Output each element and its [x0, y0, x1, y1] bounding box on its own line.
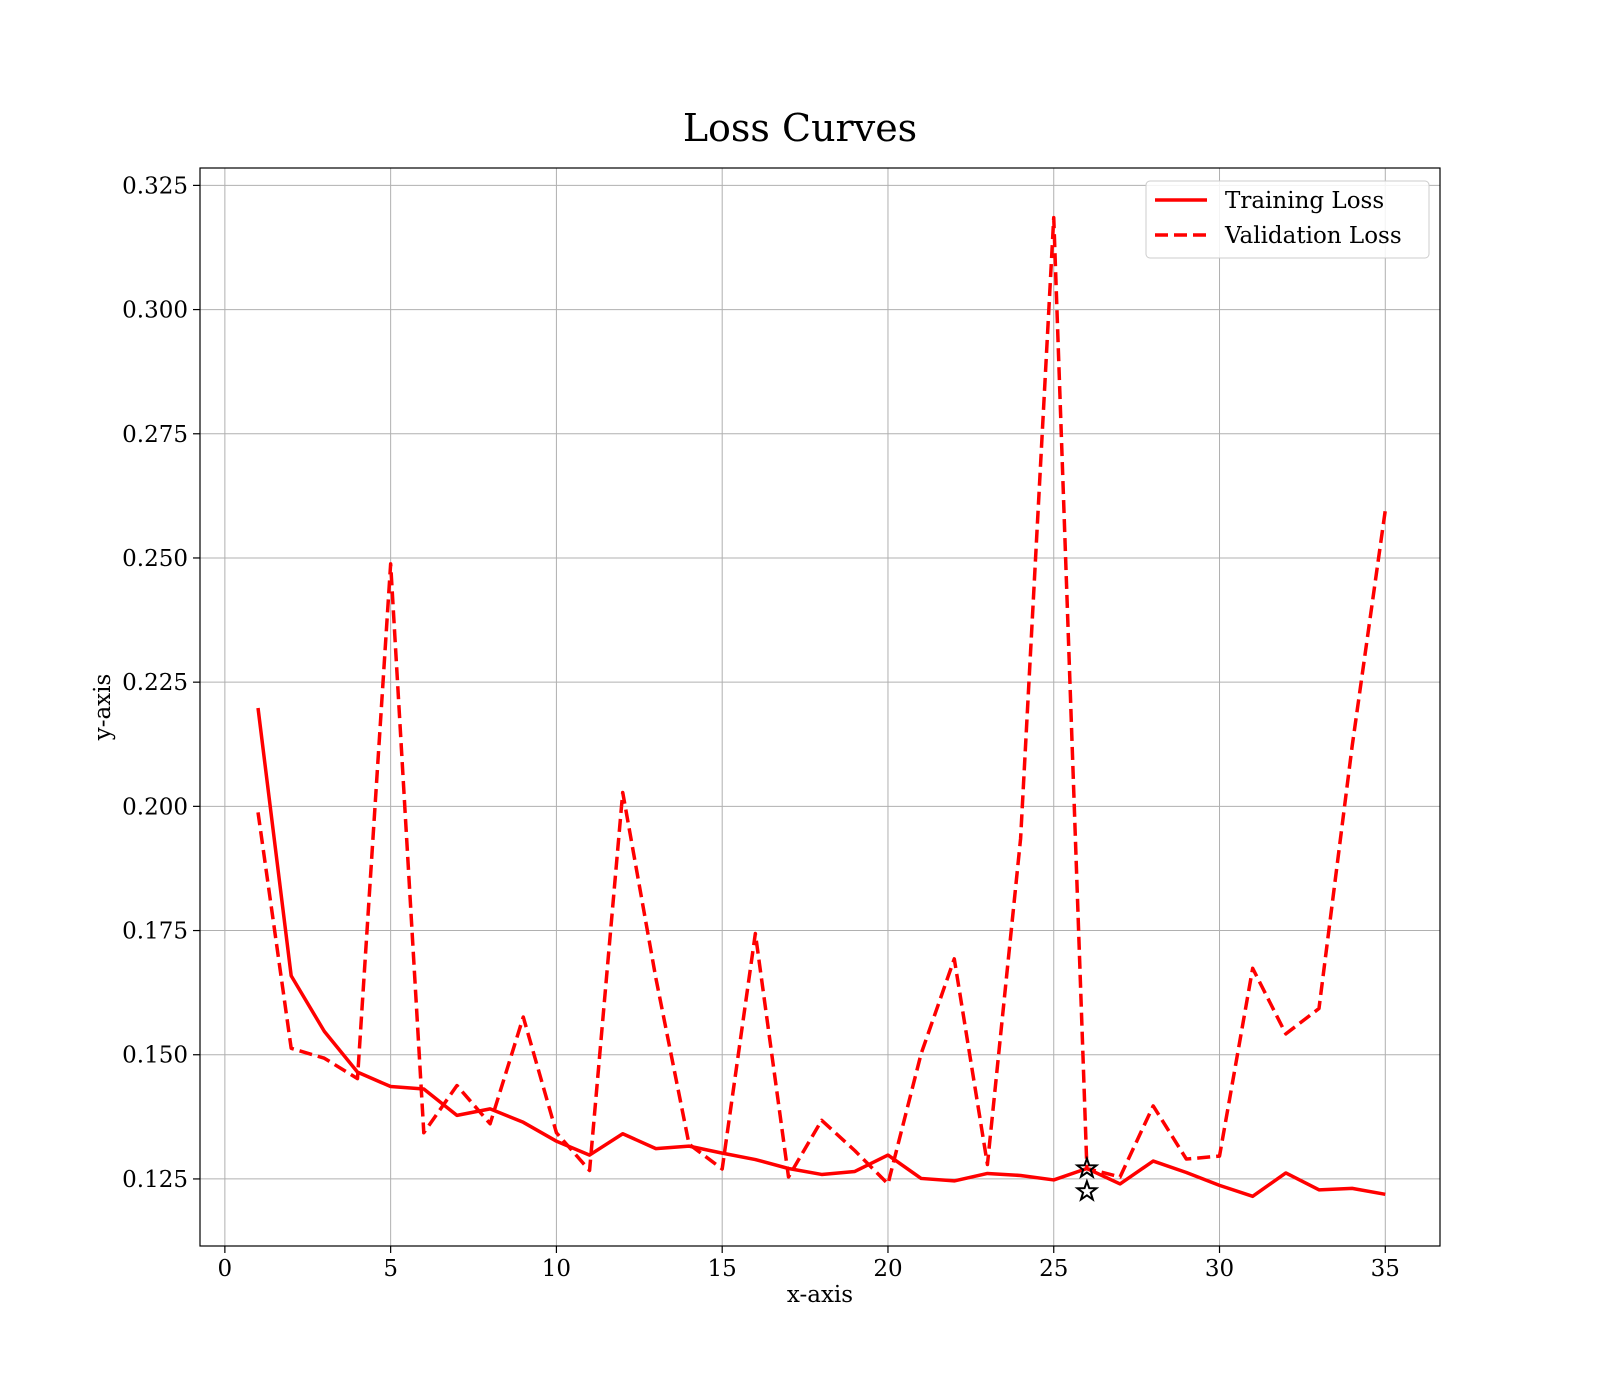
y-tick-label: 0.300: [122, 298, 188, 324]
y-axis-label: y-axis: [90, 674, 116, 742]
x-tick-label: 5: [383, 1256, 398, 1282]
x-tick-label: 0: [218, 1256, 233, 1282]
x-tick-label: 30: [1205, 1256, 1234, 1282]
training-loss-line: [256, 707, 1386, 1199]
x-tick-label: 25: [1039, 1256, 1068, 1282]
x-tick-label: 10: [542, 1256, 571, 1282]
y-tick-label: 0.200: [122, 794, 188, 820]
legend: Training Loss Validation Loss: [1145, 180, 1430, 259]
y-tick-label: 0.275: [122, 422, 188, 448]
x-tick-label: 35: [1371, 1256, 1400, 1282]
y-tick-label: 0.325: [122, 173, 188, 199]
legend-label-validation: Validation Loss: [1224, 223, 1402, 249]
plot-frame: [199, 167, 1441, 1247]
markers: [1074, 1155, 1100, 1202]
x-tick-label: 20: [873, 1256, 902, 1282]
y-tick-label: 0.225: [122, 670, 188, 696]
legend-frame: [1145, 180, 1430, 259]
y-tick-label: 0.150: [122, 1043, 188, 1069]
y-tick-label: 0.250: [122, 546, 188, 572]
y-tick-label: 0.125: [122, 1167, 188, 1193]
star-marker: [1074, 1155, 1100, 1180]
plot-area: [200, 168, 1440, 1246]
axis-ticks: 0 5 10 15 20 25 30 35 0.125 0.150 0.175 0.200 0.225 0…: [122, 173, 1400, 1282]
validation-loss-line: [256, 215, 1388, 1186]
legend-label-training: Training Loss: [1225, 188, 1384, 214]
x-axis-label: x-axis: [787, 1282, 853, 1308]
series-lines: [256, 215, 1388, 1199]
chart-title: Loss Curves: [683, 106, 917, 150]
y-tick-label: 0.175: [122, 919, 188, 945]
x-tick-label: 15: [708, 1256, 737, 1282]
star-marker: [1074, 1178, 1100, 1202]
